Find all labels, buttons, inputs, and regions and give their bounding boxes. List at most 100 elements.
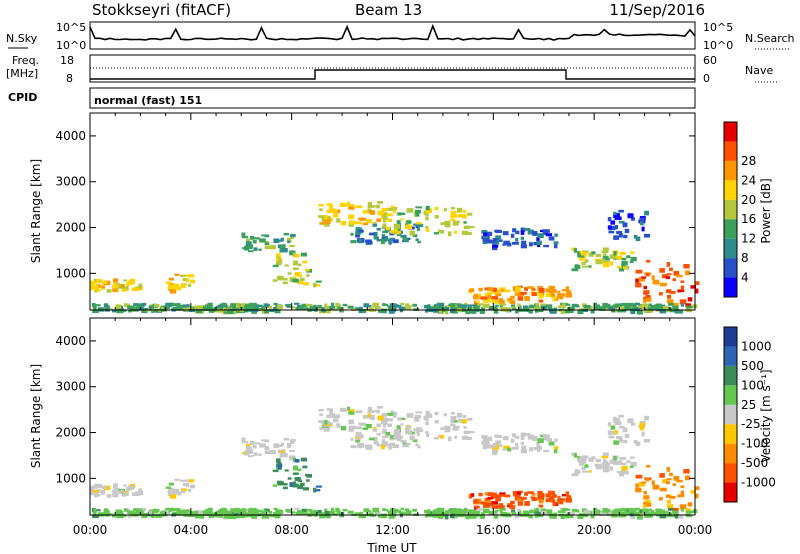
colorbar-tick-label: 20	[741, 193, 756, 207]
power-cell	[641, 226, 645, 232]
velocity-cell	[614, 508, 622, 513]
power-cell	[249, 235, 255, 240]
velocity-cell	[621, 469, 626, 473]
velocity-cell	[548, 441, 555, 446]
power-cell	[510, 233, 515, 238]
velocity-cell	[340, 408, 348, 412]
velocity-cell	[520, 432, 526, 437]
velocity-cell	[666, 504, 674, 509]
velocity-cell	[302, 512, 309, 516]
power-cell	[613, 213, 620, 219]
power-cell	[464, 302, 468, 305]
velocity-cell	[517, 508, 521, 512]
velocity-cell	[482, 508, 490, 514]
velocity-cell	[477, 508, 484, 511]
velocity-cell	[392, 514, 397, 517]
power-cell	[176, 305, 183, 311]
velocity-cell	[393, 411, 398, 415]
power-cell	[174, 285, 179, 290]
velocity-cell	[554, 438, 558, 442]
velocity-cell	[297, 510, 301, 514]
velocity-cell	[315, 485, 322, 488]
velocity-cell	[573, 509, 580, 512]
velocity-cell	[389, 508, 397, 513]
power-cell	[425, 208, 433, 214]
velocity-cell	[382, 508, 386, 512]
velocity-cell	[417, 429, 424, 433]
power-cell	[125, 303, 130, 308]
power-cell	[495, 292, 502, 297]
power-cell	[381, 212, 388, 217]
velocity-cell	[376, 444, 382, 447]
power-cell	[493, 287, 497, 292]
velocity-cell	[678, 514, 684, 519]
velocity-cell	[491, 501, 498, 505]
power-cell	[127, 280, 135, 285]
power-cell	[138, 307, 145, 311]
velocity-cell	[297, 485, 304, 489]
power-cell	[635, 282, 642, 288]
power-cell	[153, 303, 160, 308]
velocity-cell	[273, 443, 280, 449]
velocity-cell	[341, 512, 345, 517]
power-cell	[367, 201, 373, 206]
velocity-cell	[415, 443, 419, 447]
velocity-cell	[390, 435, 395, 439]
power-cell	[665, 276, 670, 280]
power-cell	[531, 292, 537, 297]
power-cell	[665, 289, 671, 293]
velocity-cell	[639, 422, 645, 428]
velocity-cell	[242, 452, 246, 455]
power-cell	[685, 303, 691, 308]
power-cell	[264, 309, 270, 314]
velocity-cell	[168, 482, 174, 486]
velocity-cell	[382, 435, 389, 439]
power-cell	[378, 309, 384, 313]
power-cell	[499, 289, 505, 292]
power-cell	[313, 282, 317, 288]
velocity-cell	[602, 452, 609, 456]
power-cell	[117, 285, 122, 289]
velocity-cell	[317, 509, 322, 514]
power-cell	[206, 303, 211, 308]
power-cell	[293, 260, 298, 266]
power-cell	[618, 209, 624, 213]
velocity-cell	[511, 446, 519, 450]
velocity-cell	[538, 499, 544, 504]
power-cell	[277, 259, 282, 265]
power-cell	[694, 281, 700, 286]
velocity-cell	[668, 507, 674, 511]
velocity-cell	[616, 471, 622, 474]
velocity-cell	[270, 514, 277, 518]
velocity-cell	[282, 486, 288, 490]
power-cell	[509, 300, 516, 305]
velocity-cell	[179, 490, 185, 494]
velocity-cell	[483, 504, 490, 508]
power-cell	[433, 308, 440, 313]
power-cell	[385, 226, 391, 231]
power-cell	[623, 234, 628, 239]
colorbar-swatch	[724, 199, 737, 220]
velocity-cell	[264, 510, 269, 513]
velocity-cell	[545, 438, 553, 442]
power-cell	[570, 309, 574, 314]
power-cell	[543, 244, 550, 248]
power-cell	[694, 288, 699, 294]
velocity-cell	[607, 422, 612, 427]
velocity-cell	[276, 509, 284, 515]
velocity-cell	[268, 510, 272, 514]
velocity-cell	[387, 412, 394, 416]
velocity-cell	[651, 510, 658, 515]
velocity-cell	[545, 509, 553, 515]
x-tick-label: 00:00	[678, 523, 713, 537]
velocity-cell	[531, 497, 537, 502]
velocity-cell	[247, 449, 254, 454]
velocity-cell	[468, 514, 476, 519]
power-cell	[677, 289, 682, 293]
velocity-cell	[499, 510, 503, 513]
velocity-cell	[246, 444, 250, 449]
velocity-cell	[545, 498, 552, 503]
power-cell	[365, 218, 372, 224]
power-cell	[129, 307, 137, 312]
velocity-cell	[318, 408, 324, 412]
